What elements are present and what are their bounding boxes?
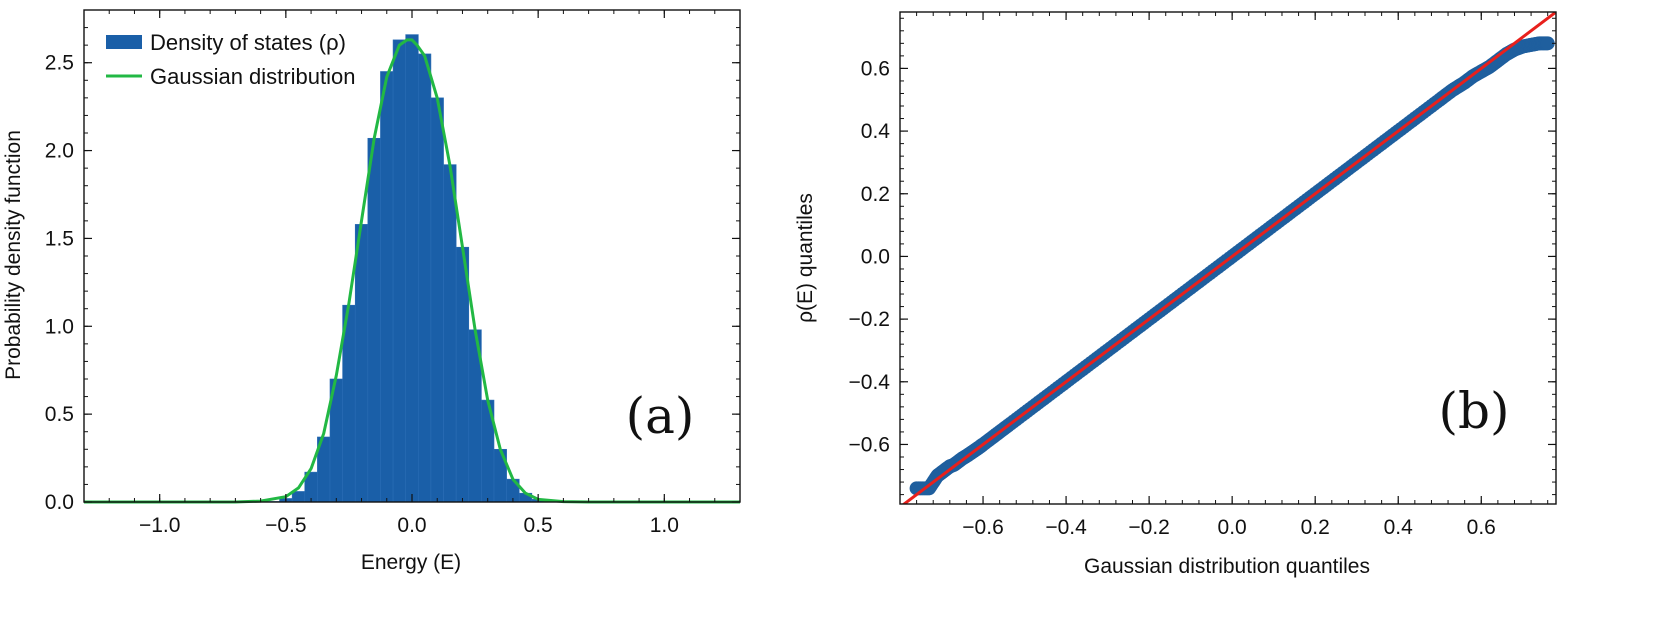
panel-b-x-tick-label: 0.4 — [1384, 516, 1414, 539]
histogram-bar — [430, 97, 444, 503]
panel-b-axes: −0.6 −0.4 −0.2 0.0 0.2 0.4 0.6 −0.6 −0.4 −0.2 0.0 0… — [849, 11, 1557, 539]
panel-a-label: (a) — [626, 387, 695, 445]
panel-a-legend: Density of states (ρ) Gaussian distribut… — [106, 30, 355, 89]
histogram-bar — [367, 137, 381, 503]
panel-b-label: (b) — [1438, 382, 1509, 440]
histogram-bar — [405, 34, 419, 503]
panel-a-y-tick-label: 1.0 — [45, 315, 74, 338]
panel-b-x-tick-label: −0.6 — [962, 516, 1003, 539]
panel-a-axes: −1.0 −0.5 0.0 0.5 1.0 0.0 0.5 1.0 1.5 2.0 2.5 — [45, 9, 741, 537]
panel-b-x-tick-label: −0.4 — [1045, 516, 1087, 539]
panel-b-y-tick-label: −0.4 — [849, 371, 891, 394]
panel-a-y-tick-label: 2.0 — [45, 140, 74, 163]
panel-b-axes-frame — [899, 11, 1557, 505]
histogram-bar — [392, 39, 406, 503]
legend-gaussian-label: Gaussian distribution — [150, 64, 355, 89]
panel-a-y-tick-label: 0.5 — [45, 403, 74, 426]
panel-b-y-tick-label: 0.4 — [861, 120, 891, 143]
panel-b-y-axis-label: ρ(E) quantiles — [794, 193, 817, 323]
panel-b-x-tick-label: 0.6 — [1467, 516, 1496, 539]
panel-a-histogram: −1.0 −0.5 0.0 0.5 1.0 0.0 0.5 1.0 1.5 2.0 2.5 Ener… — [2, 9, 741, 574]
legend-histogram-label: Density of states (ρ) — [150, 30, 346, 55]
panel-b-x-tick-label: 0.2 — [1301, 516, 1330, 539]
panel-a-x-tick-label: −1.0 — [139, 514, 180, 537]
panel-b-y-tick-label: −0.6 — [849, 433, 890, 456]
panel-a-x-tick-label: −0.5 — [265, 514, 306, 537]
panel-b-x-tick-label: 0.0 — [1218, 516, 1247, 539]
panel-a-y-tick-label: 0.0 — [45, 491, 74, 514]
panel-b-marks — [901, 12, 1556, 504]
qq-point — [1540, 36, 1555, 51]
panel-a-x-tick-label: 0.0 — [397, 514, 426, 537]
panel-a-y-tick-label: 1.5 — [45, 227, 74, 250]
histogram-bar — [443, 164, 457, 503]
panel-a-x-axis-label: Energy (E) — [361, 551, 461, 574]
panel-b-x-axis-label: Gaussian distribution quantiles — [1084, 555, 1370, 578]
panel-b-qq-plot: −0.6 −0.4 −0.2 0.0 0.2 0.4 0.6 −0.6 −0.4 −0.2 0.0 0… — [794, 11, 1557, 578]
histogram-bar — [354, 224, 369, 503]
panel-b-y-tick-label: 0.0 — [861, 245, 890, 268]
panel-a-y-tick-label: 2.5 — [45, 52, 74, 75]
panel-b-y-tick-label: 0.2 — [861, 183, 890, 206]
reference-line — [901, 12, 1556, 504]
panel-a-y-axis-label: Probability density function — [2, 130, 25, 380]
legend-histogram-swatch — [106, 35, 142, 49]
panel-b-y-tick-label: −0.2 — [849, 308, 890, 331]
histogram-bar — [380, 71, 394, 503]
panel-a-x-tick-label: 1.0 — [650, 514, 679, 537]
gaussian-curve — [84, 38, 740, 504]
panel-b-x-tick-label: −0.2 — [1128, 516, 1169, 539]
histogram-bar — [291, 491, 306, 503]
panel-b-plot-area — [901, 12, 1556, 504]
panel-a-x-tick-label: 0.5 — [524, 514, 553, 537]
histogram-bar — [418, 53, 432, 503]
panel-b-y-tick-label: 0.6 — [861, 57, 890, 80]
